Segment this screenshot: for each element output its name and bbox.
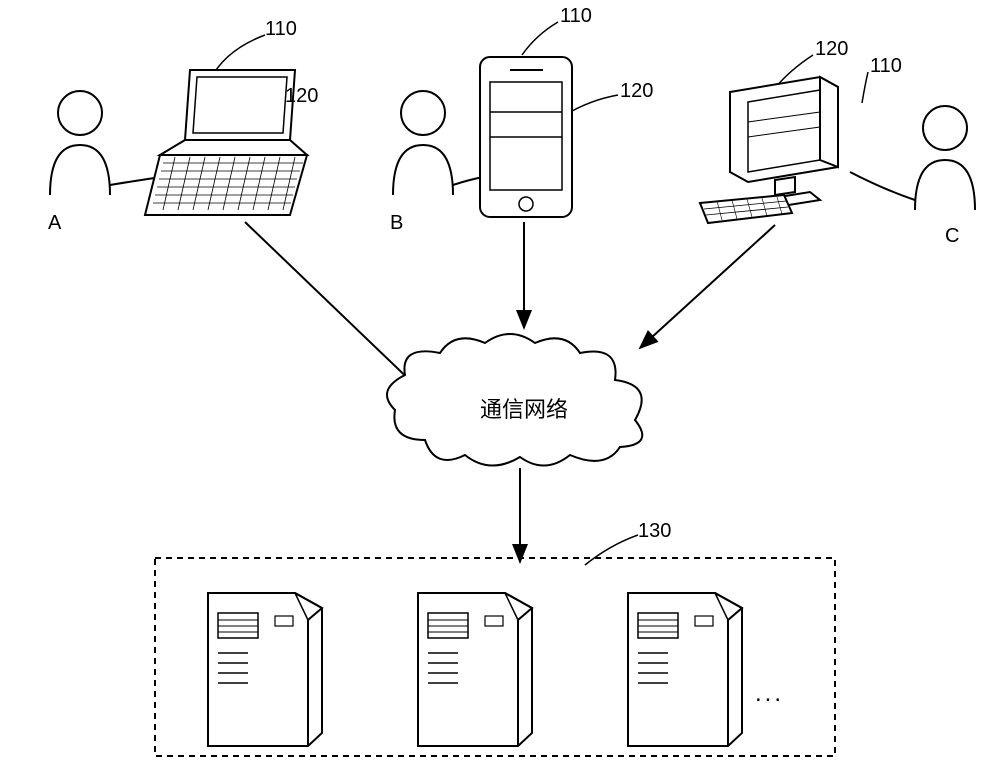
- ref-120-c: 120: [815, 38, 848, 61]
- user-label-a: A: [48, 212, 61, 235]
- server-3: [628, 593, 742, 746]
- server-2: [418, 593, 532, 746]
- user-icon-c: [850, 106, 975, 210]
- server-1: [208, 593, 322, 746]
- monitor-icon: [730, 77, 838, 208]
- phone-icon: [480, 57, 572, 217]
- ellipsis-label: ...: [755, 680, 784, 708]
- user-label-b: B: [390, 212, 403, 235]
- ref-110-c: 110: [870, 55, 902, 78]
- ref-120-a: 120: [285, 85, 318, 108]
- ref-130: 130: [638, 520, 671, 543]
- ref-110-b: 110: [560, 5, 592, 28]
- ref-110-a: 110: [265, 18, 297, 41]
- diagram-canvas: [0, 0, 1000, 772]
- user-label-c: C: [945, 225, 959, 248]
- keyboard-icon: [700, 195, 792, 223]
- ref-120-b: 120: [620, 80, 653, 103]
- cloud-label: 通信网络: [480, 392, 568, 424]
- laptop-icon: [145, 70, 307, 215]
- user-icon-b: [393, 91, 483, 195]
